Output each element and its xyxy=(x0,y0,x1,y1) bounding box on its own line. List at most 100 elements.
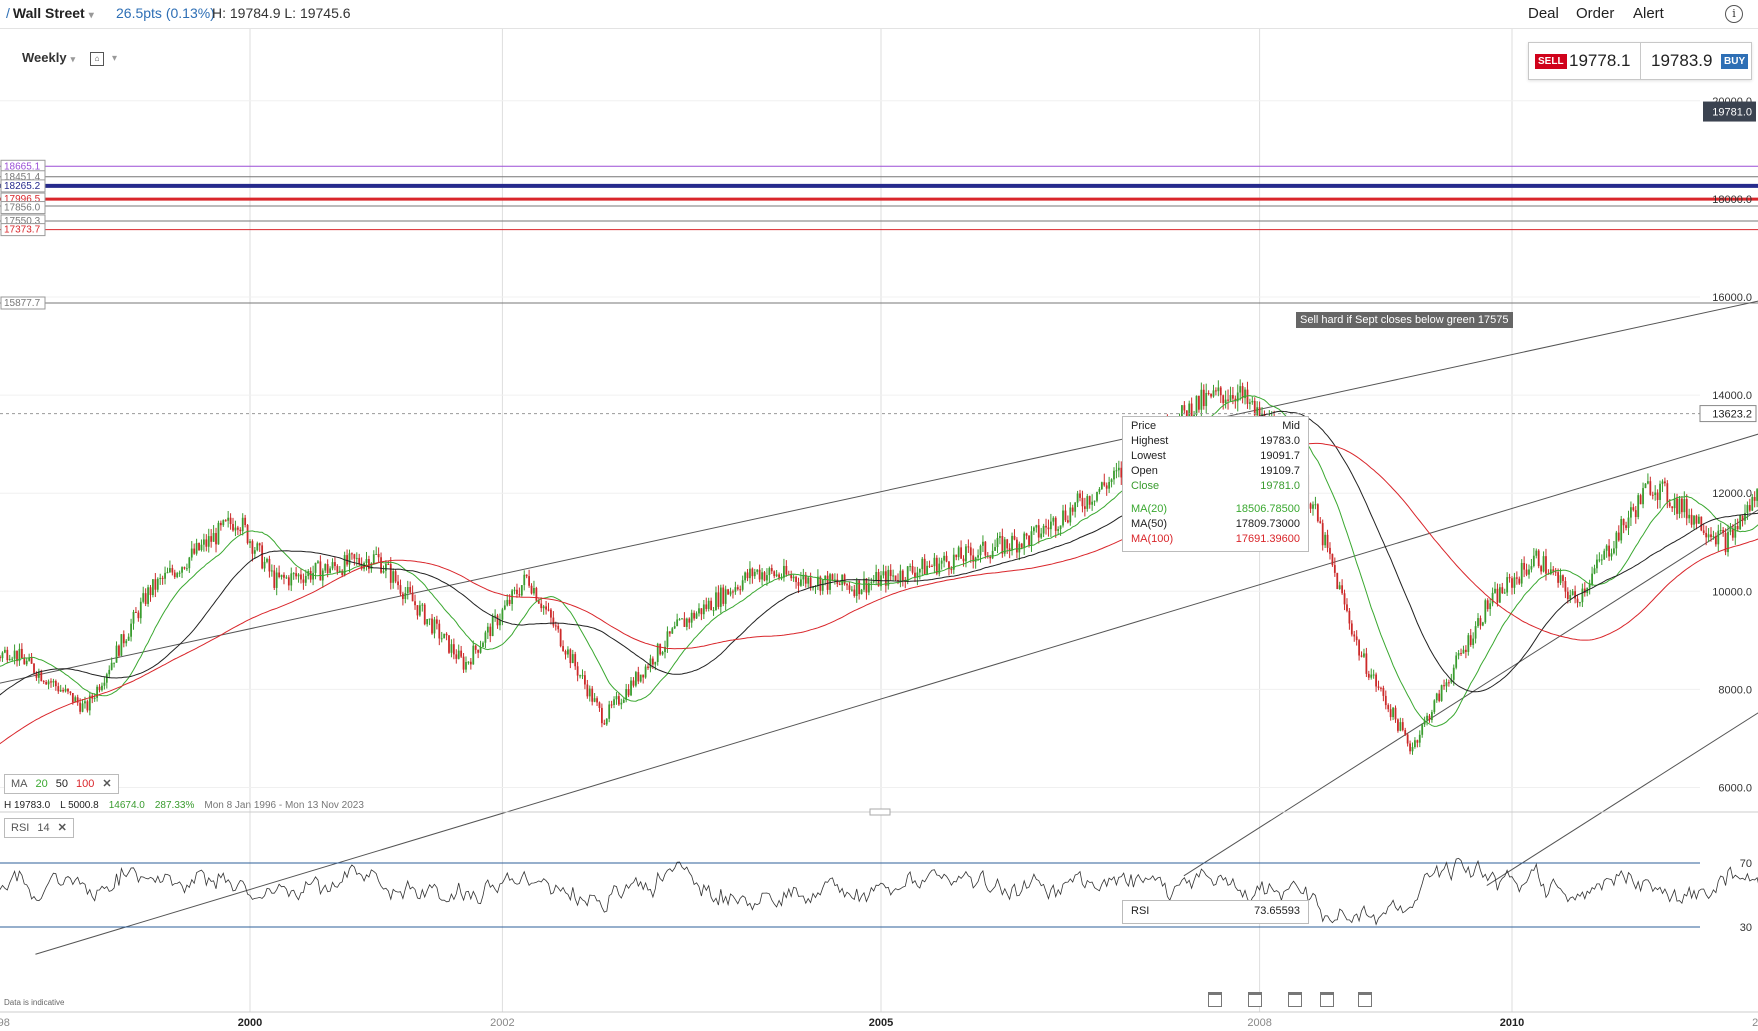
candle-body xyxy=(20,648,23,659)
candle-body xyxy=(1350,623,1353,635)
ma-20-toggle[interactable]: 20 xyxy=(35,778,48,790)
candle-body xyxy=(841,574,844,586)
candle-body xyxy=(499,619,501,626)
candle-body xyxy=(1639,495,1642,505)
candle-body xyxy=(1426,715,1428,721)
candle-body xyxy=(147,587,149,604)
candle-body xyxy=(982,541,984,546)
calendar-icon[interactable] xyxy=(1288,992,1302,1007)
candle-body xyxy=(1188,403,1191,423)
candle-body xyxy=(261,545,264,569)
instrument-selector[interactable]: / Wall Street ▾ xyxy=(6,5,94,21)
x-tick-label: 2008 xyxy=(1247,1017,1271,1029)
candle-body xyxy=(122,634,125,644)
candle-body xyxy=(872,581,875,583)
sell-price[interactable]: 19778.1 xyxy=(1569,51,1631,70)
candle-body xyxy=(370,563,373,570)
rsi-label: RSI xyxy=(11,822,30,834)
deal-button[interactable]: Deal xyxy=(1528,5,1559,22)
calendar-icon[interactable] xyxy=(1248,992,1262,1007)
candle-body xyxy=(1059,525,1062,530)
candle-body xyxy=(530,585,533,594)
candle-body xyxy=(329,568,331,574)
candle-body xyxy=(1474,626,1477,639)
candle-body xyxy=(649,658,652,669)
candle-body xyxy=(952,554,955,570)
candle-body xyxy=(1037,525,1040,538)
stats-pct: 287.33% xyxy=(154,800,195,811)
level-label: 17996.5 xyxy=(4,194,41,205)
candle-body xyxy=(1685,499,1688,519)
candle-body xyxy=(1321,523,1324,546)
ma-label: MA xyxy=(11,778,28,790)
info-icon[interactable]: i xyxy=(1725,5,1743,23)
candle-body xyxy=(154,579,157,590)
ma-50-toggle[interactable]: 50 xyxy=(55,778,68,790)
candle-body xyxy=(751,568,754,577)
alert-button[interactable]: Alert xyxy=(1633,5,1664,22)
candle-body xyxy=(253,550,256,554)
calendar-icon[interactable] xyxy=(1358,992,1372,1007)
candle-body xyxy=(1654,492,1657,496)
sell-badge[interactable]: SELL xyxy=(1535,54,1567,69)
candle-body xyxy=(1399,722,1402,731)
candle-body xyxy=(979,545,982,556)
ma-100-toggle[interactable]: 100 xyxy=(76,778,95,790)
candle-body xyxy=(1651,494,1654,496)
candle-body xyxy=(1367,673,1370,678)
candle-body xyxy=(1540,566,1543,572)
candle-body xyxy=(802,574,805,580)
candle-body xyxy=(57,686,60,692)
candle-body xyxy=(1103,482,1106,486)
candle-body xyxy=(1705,532,1708,538)
candle-body xyxy=(1229,395,1232,401)
candle-body xyxy=(1506,577,1509,593)
calendar-icon[interactable] xyxy=(1320,992,1334,1007)
candle-body xyxy=(1241,386,1244,399)
candle-body xyxy=(753,571,756,577)
candle-body xyxy=(642,674,645,678)
candle-body xyxy=(1676,498,1678,514)
candle-body xyxy=(1469,635,1472,645)
close-icon[interactable]: ✕ xyxy=(57,822,67,834)
level-label-box xyxy=(0,223,46,237)
candle-body xyxy=(1464,649,1467,652)
candle-body xyxy=(215,533,217,545)
candle-body xyxy=(418,605,421,616)
rsi-legend[interactable]: RSI 14 ✕ xyxy=(4,818,74,838)
candle-body xyxy=(304,576,307,583)
buy-badge[interactable]: BUY xyxy=(1721,54,1749,69)
order-button[interactable]: Order xyxy=(1576,5,1615,22)
candle-body xyxy=(1384,695,1387,706)
candle-body xyxy=(193,548,196,554)
close-icon[interactable]: ✕ xyxy=(102,778,112,790)
candle-body xyxy=(763,572,766,581)
candle-body xyxy=(1632,507,1635,511)
ma-legend[interactable]: MA 20 50 100 ✕ xyxy=(4,774,119,794)
buy-price[interactable]: 19783.9 xyxy=(1651,51,1713,70)
candle-body xyxy=(1032,527,1035,532)
chart-type-icon: ⌂ xyxy=(90,52,104,66)
candle-body xyxy=(1008,548,1011,551)
chart-annotation[interactable]: Sell hard if Sept closes below green 175… xyxy=(1296,312,1513,328)
candle-body xyxy=(389,564,392,583)
candle-body xyxy=(232,524,234,531)
candle-body xyxy=(1690,514,1693,525)
calendar-icon[interactable] xyxy=(1208,992,1222,1007)
candle-body xyxy=(1576,598,1579,603)
candle-body xyxy=(1443,685,1445,687)
candle-body xyxy=(1020,543,1023,548)
candle-body xyxy=(368,559,370,570)
quote-box: SELL 19778.1 19783.9 BUY xyxy=(1528,42,1752,80)
candle-body xyxy=(23,658,26,665)
chart-type-selector[interactable]: ⌂ ▾ xyxy=(90,50,117,66)
candle-body xyxy=(1457,653,1460,656)
candle-body xyxy=(1207,392,1210,394)
candle-body xyxy=(1098,489,1101,492)
candle-body xyxy=(1256,407,1259,416)
candle-body xyxy=(1530,566,1533,570)
period-selector[interactable]: Weekly ▾ xyxy=(22,50,75,65)
candle-body xyxy=(1421,724,1424,735)
candle-body xyxy=(1712,536,1715,538)
